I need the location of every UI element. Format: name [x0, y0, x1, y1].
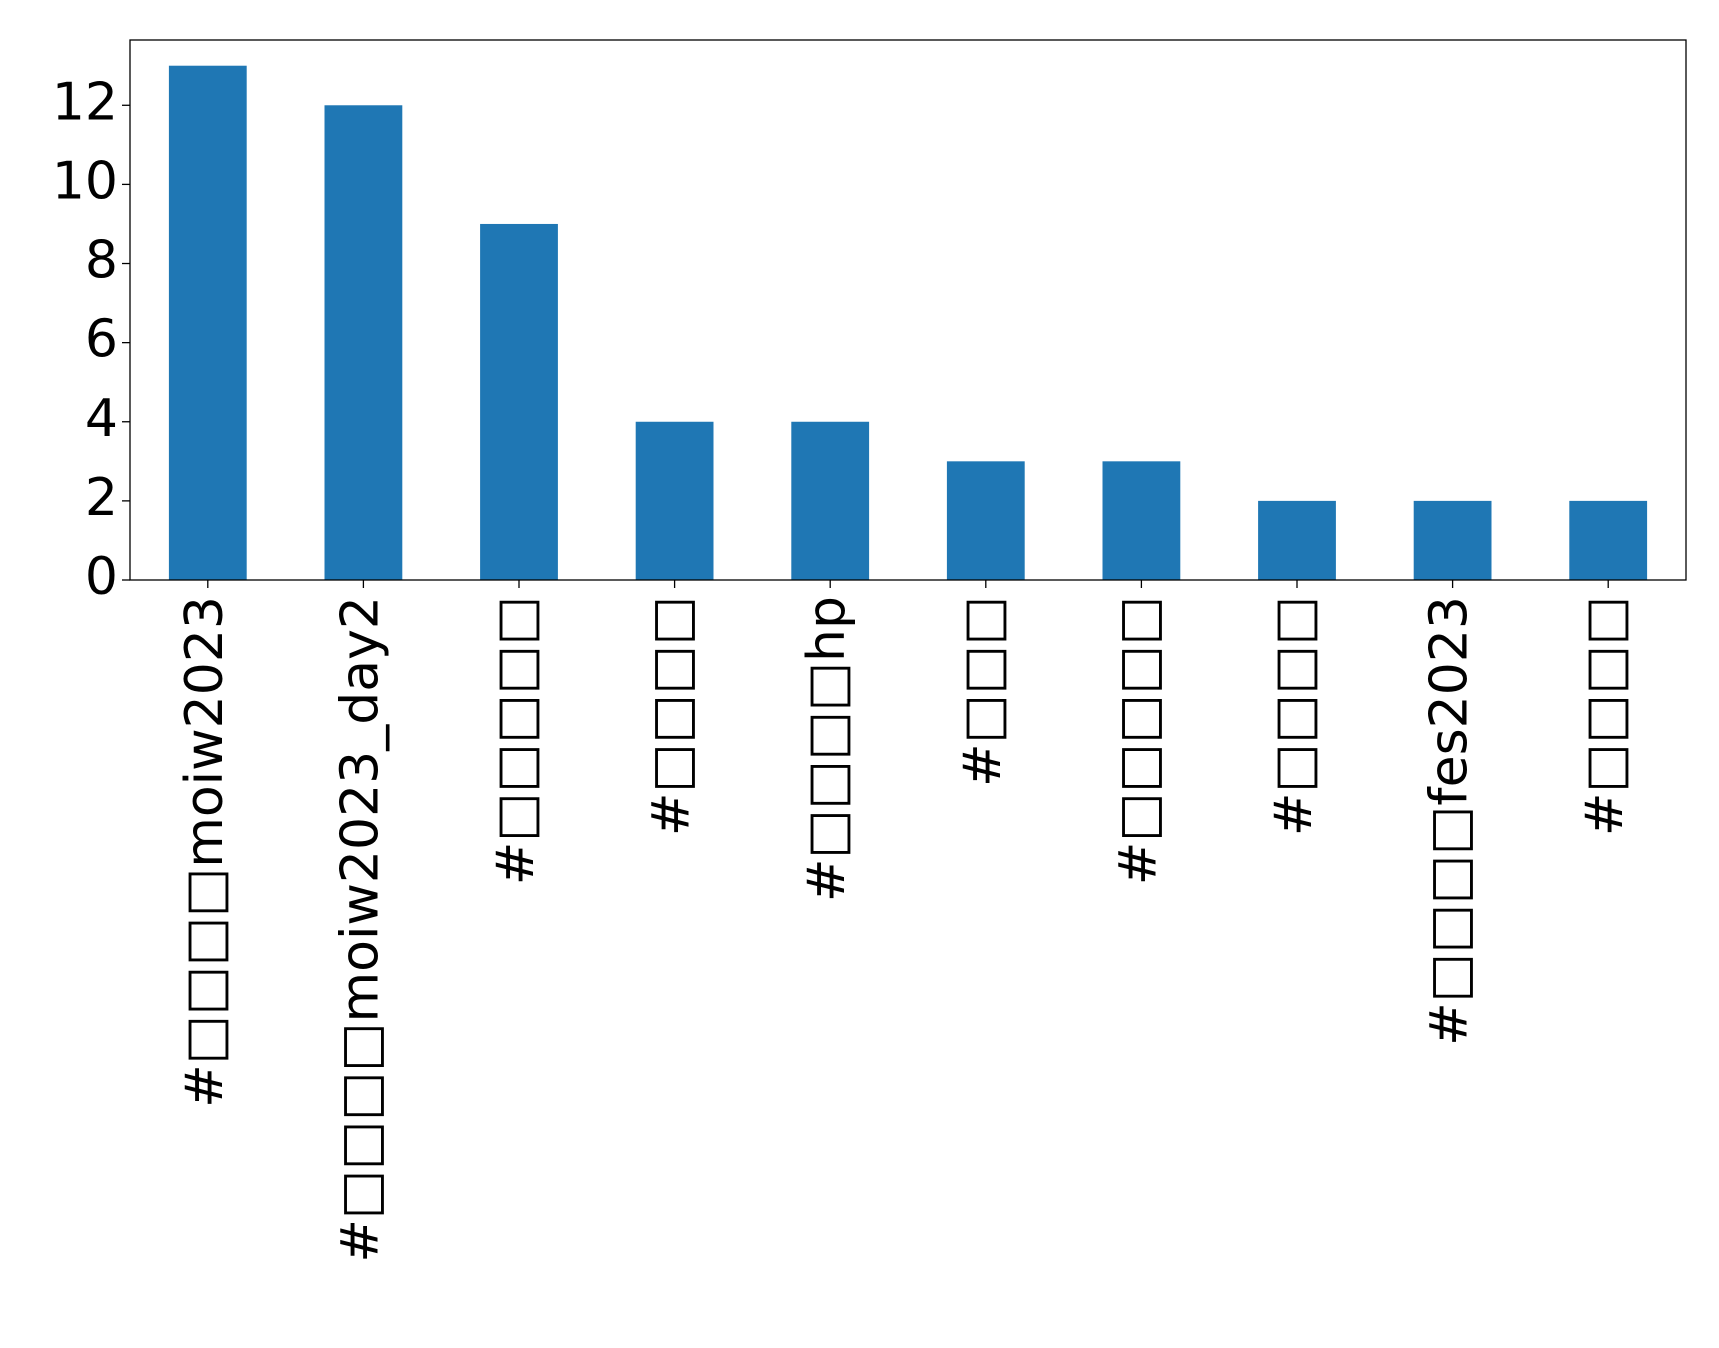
- x-tick-label: #□□□□□: [1108, 596, 1168, 885]
- bar: [635, 421, 714, 580]
- bar: [324, 105, 403, 581]
- x-tick-label: #□□□□: [642, 596, 702, 836]
- bars-group: [168, 65, 1648, 581]
- x-tick-label: #□□□□: [1264, 596, 1324, 836]
- bar: [1413, 500, 1492, 580]
- x-tick-label: #□□□□moiw2023: [175, 596, 235, 1108]
- y-tick-label: 12: [52, 72, 118, 132]
- x-tick-label: #□□□□□: [486, 596, 546, 885]
- y-tick-label: 4: [85, 389, 118, 449]
- x-tick-label: #□□□□hp: [797, 596, 857, 902]
- y-tick-label: 2: [85, 468, 118, 528]
- y-tick-label: 6: [85, 310, 118, 370]
- bar: [480, 223, 558, 580]
- x-axis: #□□□□moiw2023 #□□□□moiw2023_day2 #□□□□□ #□□…: [175, 580, 1635, 1263]
- plot-frame: [129, 39, 1687, 581]
- x-tick-label: #□□□□moiw2023_day2: [330, 596, 390, 1263]
- bar: [1569, 500, 1648, 580]
- bar: [1102, 461, 1181, 580]
- bar: [168, 65, 247, 580]
- x-tick-label: #□□□: [953, 596, 1013, 787]
- x-tick-label: #□□□□fes2023: [1420, 596, 1480, 1046]
- y-axis: 0 2 4 6 8 10 12: [52, 72, 130, 607]
- bar: [791, 421, 870, 580]
- x-tick-label: #□□□□: [1575, 596, 1635, 836]
- bar: [1258, 500, 1336, 580]
- y-tick-label: 0: [85, 547, 118, 607]
- bar: [946, 461, 1025, 580]
- y-tick-label: 10: [52, 151, 118, 211]
- y-tick-label: 8: [85, 231, 118, 291]
